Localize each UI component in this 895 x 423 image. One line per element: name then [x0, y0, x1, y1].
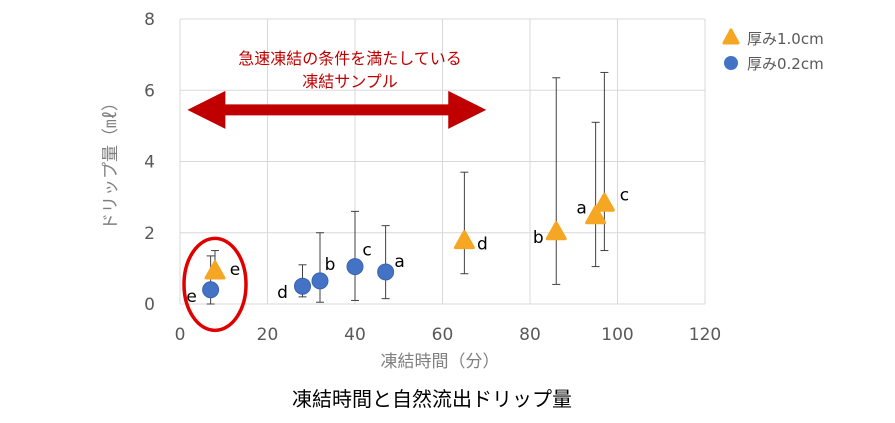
- circle-point: [377, 263, 395, 281]
- point-label: c: [362, 241, 371, 261]
- x-tick-label: 20: [257, 325, 279, 345]
- triangle-point: [585, 205, 607, 225]
- triangle-point: [453, 230, 475, 250]
- triangle-point: [204, 260, 226, 280]
- y-tick-label: 8: [144, 10, 155, 30]
- highlight-circle: [182, 236, 248, 333]
- point-label: a: [394, 252, 404, 272]
- point-label: b: [325, 255, 336, 275]
- double-arrow: [187, 90, 487, 129]
- point-label: e: [230, 260, 240, 280]
- y-tick-label: 4: [144, 153, 155, 173]
- point-labels: e d b a c e d b c a: [186, 185, 629, 307]
- point-label: a: [576, 199, 586, 219]
- data-points: [202, 192, 615, 299]
- legend-label: 厚み1.0cm: [747, 30, 824, 48]
- x-axis-title: 凍結時間（分）: [381, 352, 500, 372]
- triangle-point: [593, 192, 615, 212]
- x-tick-labels: 0 20 40 60 80 100 120: [175, 325, 722, 345]
- point-label: c: [620, 185, 629, 205]
- point-label: d: [477, 235, 488, 255]
- annotation-line-1: 急速凍結の条件を満たしている: [238, 49, 462, 68]
- y-tick-labels: 0 2 4 6 8: [144, 10, 155, 315]
- legend-triangle-marker: [722, 28, 740, 45]
- legend: 厚み1.0cm 厚み0.2cm: [722, 28, 824, 73]
- x-tick-label: 120: [689, 325, 721, 345]
- y-axis-title: ドリップ量（㎖）: [101, 94, 121, 230]
- highlight-ellipse: [182, 236, 248, 333]
- x-tick-label: 60: [432, 325, 454, 345]
- y-tick-label: 6: [144, 81, 155, 101]
- legend-label: 厚み0.2cm: [747, 55, 824, 73]
- x-tick-label: 40: [344, 325, 366, 345]
- circle-point: [202, 281, 220, 299]
- point-label: b: [533, 228, 544, 248]
- x-tick-label: 100: [601, 325, 633, 345]
- annotation-line-2: 凍結サンプル: [302, 72, 398, 91]
- y-tick-label: 0: [144, 295, 155, 315]
- triangle-point: [545, 221, 567, 241]
- annotation-arrow: [187, 90, 487, 129]
- point-label: d: [277, 283, 288, 303]
- x-tick-label: 80: [519, 325, 541, 345]
- chart-caption: 凍結時間と自然流出ドリップ量: [292, 387, 572, 411]
- circle-point: [294, 277, 311, 295]
- x-tick-label: 0: [175, 325, 186, 345]
- y-tick-label: 2: [144, 224, 155, 244]
- grid-lines: [179, 18, 706, 305]
- circle-point: [346, 258, 364, 276]
- legend-circle-marker: [724, 56, 738, 70]
- point-label: e: [186, 287, 196, 307]
- circle-point: [311, 272, 329, 290]
